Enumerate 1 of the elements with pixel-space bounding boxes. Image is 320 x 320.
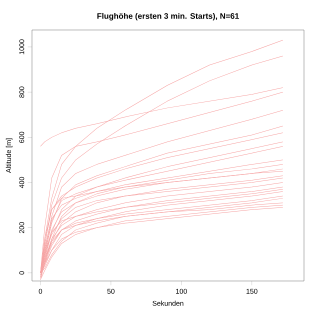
chart-title: Flughöhe (ersten 3 min. Starts), N=61 bbox=[97, 12, 239, 20]
